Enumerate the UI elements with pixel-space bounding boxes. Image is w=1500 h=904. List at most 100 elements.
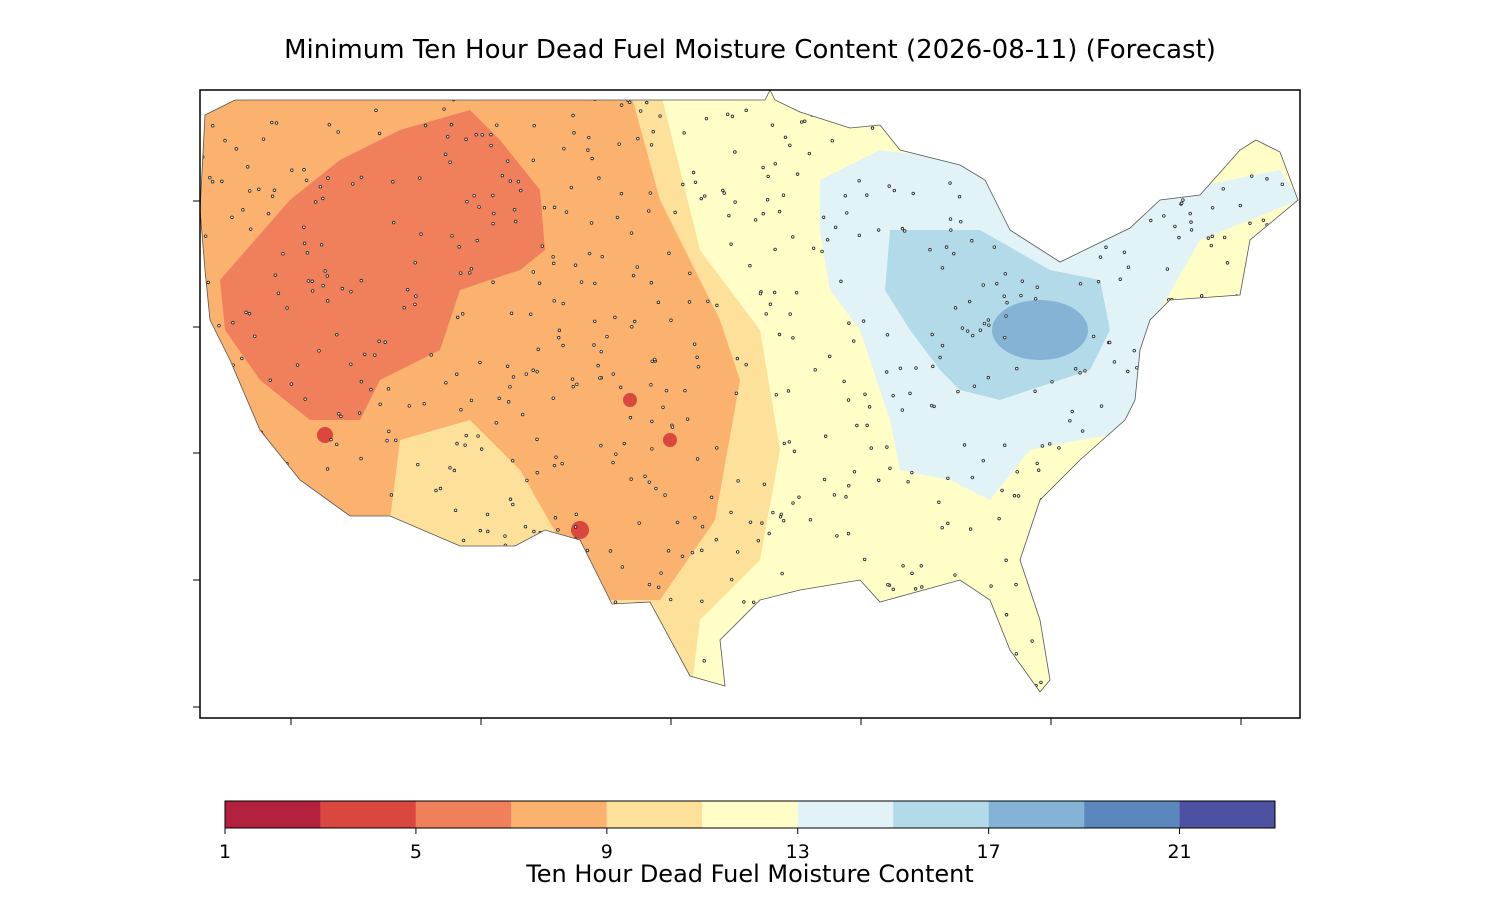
station — [200, 413, 204, 417]
station — [951, 135, 956, 139]
station — [1209, 243, 1214, 248]
station — [910, 571, 914, 576]
station — [1268, 229, 1273, 233]
station — [378, 646, 382, 651]
station — [1158, 188, 1162, 193]
station — [283, 544, 288, 548]
station — [1135, 598, 1140, 602]
station — [1181, 114, 1185, 118]
station — [208, 175, 212, 180]
station — [553, 516, 558, 520]
station — [220, 179, 224, 184]
station — [1134, 645, 1139, 649]
station — [965, 617, 970, 621]
station — [751, 600, 756, 604]
station — [532, 529, 536, 534]
station — [378, 402, 382, 406]
title: Minimum Ten Hour Dead Fuel Moisture Cont… — [284, 35, 1216, 65]
station — [1126, 369, 1130, 374]
station — [852, 339, 856, 343]
station — [608, 549, 613, 553]
station — [480, 633, 484, 637]
station — [666, 549, 671, 553]
station — [835, 534, 839, 538]
station — [472, 193, 476, 198]
station — [761, 165, 765, 170]
station — [1015, 470, 1019, 474]
station — [1004, 314, 1008, 318]
station — [322, 613, 326, 617]
station — [438, 610, 442, 614]
station — [744, 362, 748, 367]
station — [1187, 491, 1192, 496]
station — [465, 199, 469, 204]
station — [885, 333, 890, 337]
station — [799, 120, 804, 124]
station — [986, 375, 990, 380]
station — [852, 470, 857, 474]
station — [658, 630, 662, 634]
station — [685, 417, 690, 421]
station — [918, 658, 923, 662]
station — [1190, 660, 1194, 664]
station — [1014, 93, 1018, 98]
station — [512, 208, 517, 212]
station — [217, 323, 221, 328]
station — [1266, 437, 1271, 442]
station — [601, 96, 606, 100]
station — [811, 618, 815, 622]
station — [900, 226, 905, 231]
station — [619, 103, 624, 107]
station — [884, 651, 889, 656]
station — [1004, 613, 1009, 617]
station — [572, 131, 576, 135]
station — [725, 112, 730, 117]
station — [922, 637, 926, 642]
station — [805, 104, 810, 108]
station — [294, 691, 299, 692]
station — [461, 312, 465, 316]
station — [1230, 500, 1235, 504]
station — [259, 540, 264, 544]
station — [1290, 648, 1295, 652]
station — [1137, 477, 1141, 481]
station — [877, 478, 881, 483]
station — [268, 378, 272, 382]
station — [766, 174, 770, 179]
station — [274, 121, 279, 125]
station — [421, 675, 425, 679]
station — [218, 626, 223, 630]
station — [1040, 444, 1045, 448]
station — [863, 392, 867, 396]
station — [704, 116, 709, 121]
station — [617, 142, 621, 146]
station — [351, 182, 355, 186]
station — [855, 423, 859, 428]
station — [491, 221, 495, 226]
station — [467, 581, 471, 586]
station — [963, 142, 967, 146]
station — [513, 219, 518, 224]
station — [1020, 279, 1025, 283]
colorbar-swatch — [1179, 801, 1275, 828]
station — [1015, 366, 1019, 371]
station — [645, 100, 649, 105]
station — [1120, 645, 1124, 649]
station — [422, 402, 426, 406]
station — [1271, 306, 1275, 310]
station — [486, 529, 490, 534]
station — [761, 212, 765, 216]
station — [452, 468, 457, 473]
station — [611, 372, 615, 376]
station — [314, 521, 319, 525]
station — [1219, 496, 1224, 501]
station — [832, 493, 837, 497]
station — [948, 217, 953, 221]
station — [1003, 443, 1007, 447]
station — [836, 602, 840, 606]
station — [791, 336, 795, 340]
station — [653, 357, 657, 362]
station — [1241, 656, 1246, 661]
station — [469, 398, 474, 403]
colorbar-tick-label: 1 — [219, 841, 231, 863]
